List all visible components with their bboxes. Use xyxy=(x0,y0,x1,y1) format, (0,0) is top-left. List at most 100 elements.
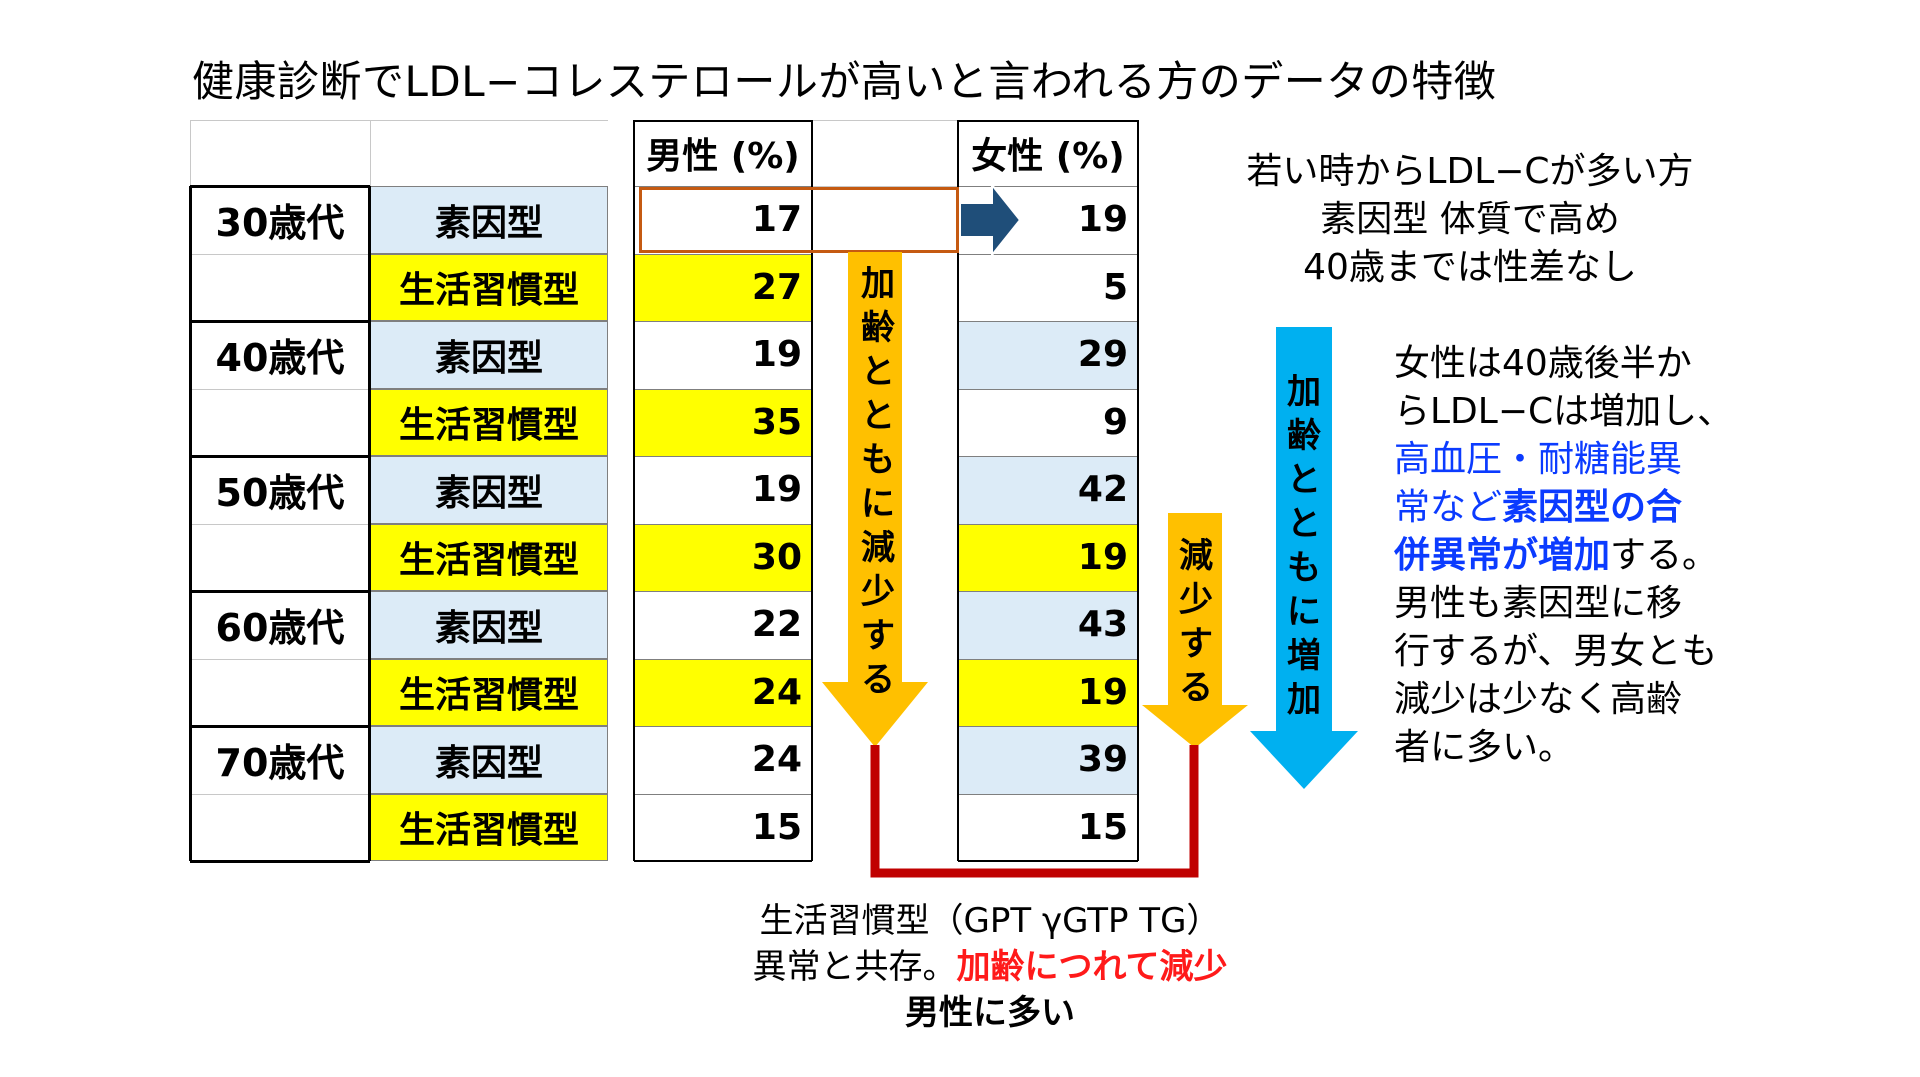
header-male: 男性 (%) xyxy=(646,136,800,177)
type-cell: 生活習慣型 xyxy=(370,253,608,321)
female-value: 39 xyxy=(958,726,1138,794)
lifestyle-note-line-2b: 加齢につれて減少 xyxy=(956,947,1228,987)
grid-line xyxy=(958,253,1138,255)
female-value: 29 xyxy=(958,321,1138,389)
female-note-line-5b: する。 xyxy=(1610,535,1719,576)
female-note-line-1: 女性は40歳後半か xyxy=(1394,343,1692,384)
female-value: 19 xyxy=(1077,199,1128,241)
column-border xyxy=(958,120,1138,122)
vertical-char: 少 xyxy=(861,572,895,612)
age-cell xyxy=(190,524,370,592)
type-cell: 素因型 xyxy=(370,321,608,389)
female-value: 43 xyxy=(958,591,1138,659)
female-value: 15 xyxy=(1077,806,1128,848)
female-note-line-4b: 素因型の合 xyxy=(1502,487,1683,528)
vertical-char: と xyxy=(861,352,895,392)
female-note-line-4a: 常など xyxy=(1394,487,1503,528)
age-cell: 70歳代 xyxy=(215,741,345,786)
grid-line xyxy=(958,726,1138,727)
vertical-char: 加 xyxy=(1287,680,1321,720)
column-border xyxy=(1137,120,1139,861)
grid-line xyxy=(634,186,812,187)
grid-line xyxy=(190,253,370,255)
age-cell xyxy=(190,794,370,862)
type-cell: 素因型 xyxy=(370,456,608,524)
male-decrease-arrow xyxy=(822,252,928,747)
age-cell: 40歳代 xyxy=(215,336,345,381)
female-value: 5 xyxy=(1102,266,1128,308)
grid-line xyxy=(958,793,1138,795)
column-border xyxy=(811,120,813,861)
column-border xyxy=(634,860,812,862)
grid-line xyxy=(958,523,1138,525)
vertical-char: 減 xyxy=(1179,536,1213,576)
group-border xyxy=(190,320,370,323)
female-value: 9 xyxy=(1102,401,1128,443)
female-increase-arrow xyxy=(1250,327,1358,789)
type-cell: 生活習慣型 xyxy=(370,658,608,726)
vertical-char: 齢 xyxy=(861,308,895,348)
type-cell: 素因型 xyxy=(370,591,608,659)
grid-line xyxy=(958,388,1138,390)
vertical-char: に xyxy=(861,484,895,524)
vertical-char: と xyxy=(861,396,895,436)
vertical-char: 増 xyxy=(1287,636,1321,676)
lifestyle-note: 生活習慣型（GPT γGTP TG） 異常と共存。加齢につれて減少 男性に多い xyxy=(700,898,1280,1036)
young-note: 若い時からLDL−Cが多い方 素因型 体質で高め 40歳までは性差なし xyxy=(1230,148,1710,292)
vertical-char: る xyxy=(861,660,895,700)
lifestyle-note-line-3: 男性に多い xyxy=(905,993,1075,1033)
vertical-char: も xyxy=(1287,548,1321,588)
age-cell: 60歳代 xyxy=(215,606,345,651)
female-note-line-6: 男性も素因型に移 xyxy=(1394,583,1683,624)
grid-line xyxy=(958,321,1138,322)
lifestyle-note-line-2a: 異常と共存。 xyxy=(752,947,957,987)
group-border xyxy=(190,185,370,188)
type-cell: 素因型 xyxy=(370,726,608,794)
column-border xyxy=(633,120,635,861)
grid-line xyxy=(190,658,370,660)
female-note-line-2: らLDL−Cは増加し、 xyxy=(1394,391,1734,432)
grid-line xyxy=(958,658,1138,660)
vertical-char: 減 xyxy=(861,528,895,568)
age-cell xyxy=(190,254,370,322)
type-cell: 生活習慣型 xyxy=(370,523,608,591)
age-cell: 50歳代 xyxy=(215,471,345,516)
grid-line xyxy=(190,388,370,390)
vertical-char: と xyxy=(1287,460,1321,500)
female-increase-label: 加齢とともに増加 xyxy=(1284,370,1324,722)
group-border xyxy=(190,590,370,593)
grid-line xyxy=(812,120,958,121)
vertical-char: す xyxy=(1179,624,1213,664)
age-cell: 30歳代 xyxy=(215,201,345,246)
group-border xyxy=(190,860,370,863)
female-value: 42 xyxy=(958,456,1138,524)
header-female: 女性 (%) xyxy=(971,136,1125,177)
female-note-line-3: 高血圧・耐糖能異 xyxy=(1394,439,1683,480)
group-border xyxy=(190,455,370,458)
grid-line xyxy=(634,388,812,390)
vertical-char: に xyxy=(1287,592,1321,632)
vertical-char: 少 xyxy=(1179,580,1213,620)
vertical-char: 加 xyxy=(1287,372,1321,412)
male-decrease-label: 加齢とともに減少する xyxy=(858,262,898,702)
male-value: 24 xyxy=(634,658,812,726)
young-note-line-2: 素因型 体質で高め xyxy=(1320,199,1620,240)
vertical-char: る xyxy=(1179,668,1213,708)
grid-line xyxy=(634,523,812,525)
age-cell xyxy=(190,389,370,457)
page-title: 健康診断でLDL−コレステロールが高いと言われる方のデータの特徴 xyxy=(192,57,1497,106)
highlight-box-30s xyxy=(639,187,959,253)
grid-line xyxy=(634,726,812,727)
grid-line xyxy=(812,186,958,187)
group-border xyxy=(189,186,192,861)
male-value: 30 xyxy=(634,523,812,591)
female-value: 19 xyxy=(958,658,1138,726)
male-value: 35 xyxy=(634,388,812,456)
vertical-char: 加 xyxy=(861,264,895,304)
age-cell xyxy=(190,659,370,727)
group-border xyxy=(368,186,371,861)
type-cell: 生活習慣型 xyxy=(370,793,608,861)
grid-line xyxy=(958,591,1138,592)
male-value: 24 xyxy=(751,739,802,781)
grid-line xyxy=(634,658,812,660)
